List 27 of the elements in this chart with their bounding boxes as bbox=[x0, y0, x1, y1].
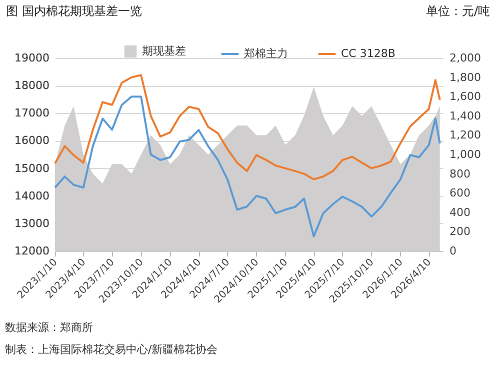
y-tick-label: 15000 bbox=[14, 162, 50, 175]
source-note: 数据来源：郑商所 bbox=[5, 320, 93, 335]
y2-tick-label: 1,000 bbox=[450, 148, 481, 161]
y2-tick-label: 1,600 bbox=[450, 90, 481, 104]
y-tick-label: 16000 bbox=[14, 134, 50, 148]
chart-title: 图 国内棉花期现基差一览 bbox=[6, 3, 142, 20]
y2-tick-label: 400 bbox=[450, 206, 470, 219]
text: 制表：上海国际棉花交易中心/新疆棉花协会 bbox=[5, 342, 218, 357]
y-tick-label: 12000 bbox=[14, 244, 50, 258]
y-tick-label: 19000 bbox=[14, 52, 50, 64]
y2-tick-label: 1,800 bbox=[450, 70, 481, 84]
y-tick-label: 18000 bbox=[14, 79, 50, 92]
y2-tick-label: 1,400 bbox=[450, 109, 481, 122]
legend-label: CC 3128B bbox=[341, 47, 396, 60]
text: 单位：元/吨 bbox=[426, 3, 490, 20]
y2-tick-label: 2,000 bbox=[450, 52, 481, 64]
y-tick-label: 13000 bbox=[14, 216, 50, 230]
y2-tick-label: 0 bbox=[450, 244, 456, 258]
legend-label: 郑棉主力 bbox=[244, 47, 288, 60]
y2-tick-label: 800 bbox=[450, 167, 470, 180]
y2-tick-label: 600 bbox=[450, 186, 470, 200]
y2-tick-label: 200 bbox=[450, 225, 470, 238]
legend-label: 期现基差 bbox=[142, 44, 186, 58]
y-tick-label: 17000 bbox=[14, 106, 50, 120]
y-tick-label: 14000 bbox=[14, 189, 50, 202]
line-series bbox=[54, 74, 441, 180]
y2-tick-label: 1,200 bbox=[450, 128, 481, 142]
